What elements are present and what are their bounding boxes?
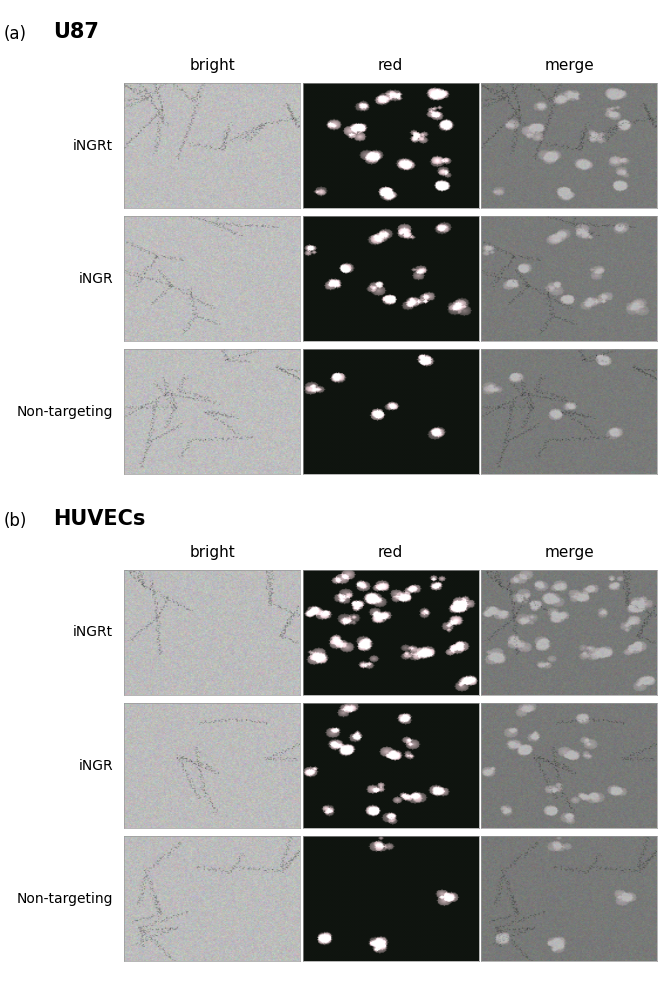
- Text: merge: merge: [544, 58, 594, 73]
- Text: (b): (b): [3, 512, 27, 530]
- Text: bright: bright: [190, 58, 235, 73]
- Text: Non-targeting: Non-targeting: [17, 405, 113, 419]
- Text: Non-targeting: Non-targeting: [17, 892, 113, 906]
- Text: iNGR: iNGR: [78, 272, 113, 286]
- Text: bright: bright: [190, 545, 235, 560]
- Text: red: red: [378, 545, 403, 560]
- Text: iNGRt: iNGRt: [73, 139, 113, 153]
- Text: U87: U87: [53, 22, 99, 42]
- Text: (a): (a): [3, 25, 27, 43]
- Text: red: red: [378, 58, 403, 73]
- Text: iNGR: iNGR: [78, 758, 113, 772]
- Text: merge: merge: [544, 545, 594, 560]
- Text: iNGRt: iNGRt: [73, 626, 113, 640]
- Text: HUVECs: HUVECs: [53, 509, 146, 529]
